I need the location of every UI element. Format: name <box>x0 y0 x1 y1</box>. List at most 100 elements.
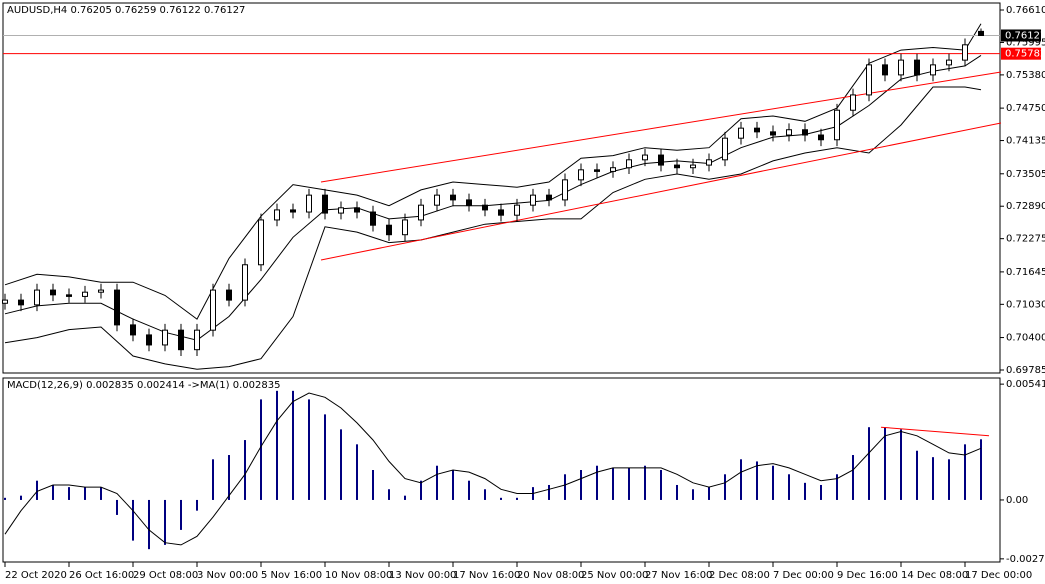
candle-body <box>674 164 680 169</box>
candle-body <box>274 209 280 221</box>
macd-bar <box>164 499 166 545</box>
x-tick-label: 17 Nov 16:00 <box>453 570 520 581</box>
macd-bar <box>116 499 118 515</box>
y-tick-label: 0.73505 <box>1006 169 1045 180</box>
candle-body <box>226 289 232 301</box>
candle-body <box>898 59 904 76</box>
macd-bar <box>980 439 982 500</box>
macd-bar <box>836 474 838 500</box>
macd-bar <box>308 399 310 500</box>
y-tick-label: 0.76610 <box>1006 5 1045 16</box>
macd-bar <box>244 440 246 500</box>
candle-body <box>34 289 40 306</box>
y-tick-label: 0.75995 <box>1006 37 1045 48</box>
candle-body <box>498 209 504 216</box>
candle-body <box>530 194 536 206</box>
candle-body <box>402 219 408 236</box>
macd-bar <box>388 489 390 500</box>
macd-bar <box>596 465 598 500</box>
x-tick-label: 29 Oct 08:00 <box>133 570 198 581</box>
candle-body <box>306 194 312 213</box>
candle-body <box>834 109 840 141</box>
candle-body <box>914 59 920 76</box>
candle-body <box>354 207 360 213</box>
macd-bar <box>292 390 294 500</box>
y-tick-label: 0.72890 <box>1006 201 1045 212</box>
y-tick-label: 0.75380 <box>1006 70 1045 81</box>
macd-bar <box>740 459 742 500</box>
price-pane <box>2 2 1001 374</box>
candle-body <box>162 329 168 346</box>
macd-bar <box>580 470 582 500</box>
macd-bar <box>564 474 566 500</box>
candle-body <box>738 127 744 139</box>
price-pane-title: AUDUSD,H4 0.76205 0.76259 0.76122 0.7612… <box>7 5 245 16</box>
candle-body <box>962 44 968 61</box>
macd-bar <box>100 487 102 500</box>
candle-body <box>978 30 984 36</box>
macd-bar <box>228 455 230 500</box>
macd-bar <box>916 450 918 500</box>
candle-body <box>578 169 584 181</box>
candle-body <box>18 299 24 306</box>
macd-bar <box>884 427 886 500</box>
hline-label-box <box>1001 47 1041 60</box>
candle-body <box>802 129 808 136</box>
x-tick-label: 25 Nov 00:00 <box>581 570 648 581</box>
macd-bar <box>612 467 614 500</box>
y-tick-label: 0.74750 <box>1006 103 1045 114</box>
x-tick-label: 14 Dec 08:00 <box>901 570 968 581</box>
signal-line <box>4 392 982 546</box>
macd-bar <box>820 484 822 500</box>
candle-body <box>130 324 136 336</box>
band-upper <box>4 23 982 320</box>
macd-bar <box>260 399 262 500</box>
macd-bar <box>676 484 678 500</box>
x-tick-label: 17 Dec 00:00 <box>965 570 1032 581</box>
candle-body <box>514 204 520 216</box>
macd-bar <box>372 470 374 500</box>
hline-label: 0.75782 <box>1005 49 1045 60</box>
macd-bar <box>20 495 22 500</box>
macd-bar <box>356 444 358 500</box>
y-tick-label: 0.00 <box>1006 495 1028 506</box>
candle-body <box>178 329 184 351</box>
macd-bar <box>212 459 214 500</box>
candle-body <box>658 154 664 166</box>
macd-bar <box>948 459 950 500</box>
candle-body <box>690 164 696 169</box>
macd-bar <box>148 499 150 550</box>
band-lower <box>4 86 982 370</box>
candle-body <box>386 224 392 236</box>
macd-bar <box>276 390 278 500</box>
macd-bar <box>180 499 182 530</box>
macd-bar <box>500 497 502 500</box>
macd-bar <box>52 484 54 500</box>
trendline <box>880 426 990 437</box>
x-tick-label: 2 Dec 08:00 <box>709 570 770 581</box>
candle-body <box>706 159 712 166</box>
candle-body <box>946 59 952 66</box>
macd-bar <box>404 495 406 500</box>
x-tick-label: 7 Dec 00:00 <box>773 570 834 581</box>
macd-bar <box>452 470 454 500</box>
candle-body <box>930 64 936 76</box>
macd-bar <box>788 474 790 500</box>
candle-body <box>754 127 760 133</box>
y-tick-label: 0.74135 <box>1006 136 1045 147</box>
trendline <box>320 71 1002 183</box>
candle-body <box>610 167 616 172</box>
candle-body <box>290 209 296 213</box>
trendline <box>320 122 1002 261</box>
candle-body <box>194 329 200 351</box>
y-tick-label: 0.005413 <box>1006 379 1045 390</box>
y-tick-label: 0.70400 <box>1006 333 1045 344</box>
candle-body <box>850 94 856 111</box>
x-tick-label: 9 Dec 16:00 <box>837 570 898 581</box>
macd-bar <box>420 480 422 500</box>
macd-bar <box>692 489 694 500</box>
candle-body <box>322 194 328 214</box>
candle-body <box>66 294 72 297</box>
y-tick-label: 0.71645 <box>1006 267 1045 278</box>
